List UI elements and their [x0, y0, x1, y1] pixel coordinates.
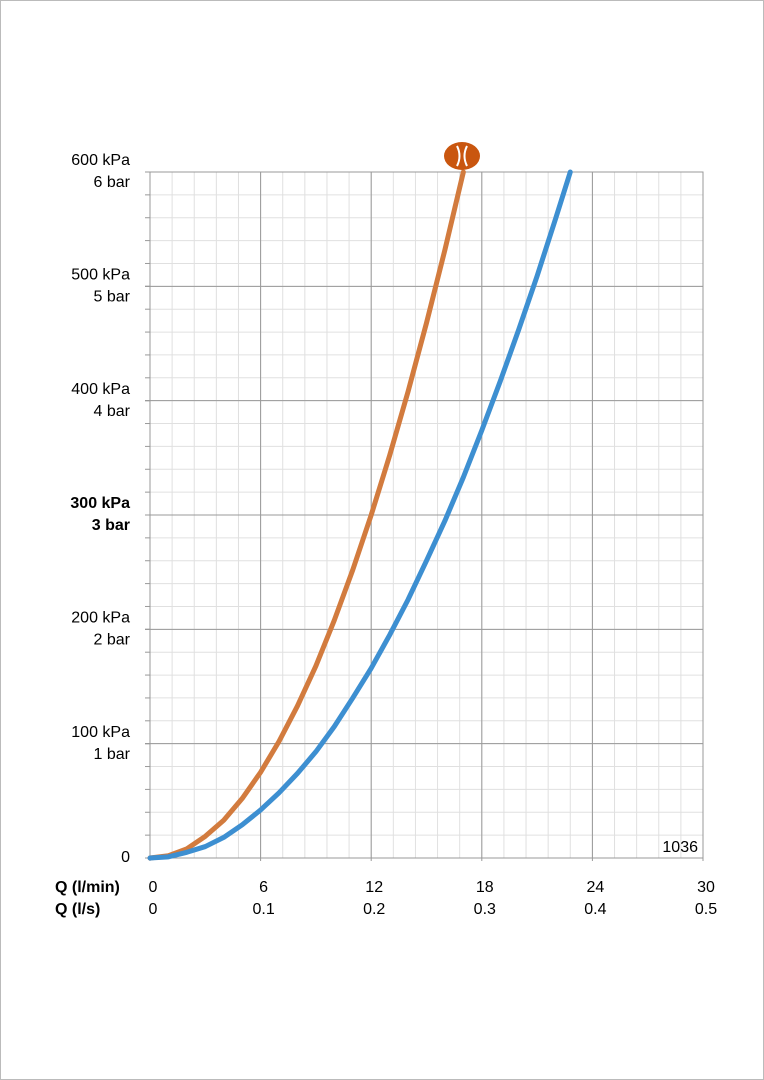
curves — [147, 169, 573, 861]
y-tick-label: 100 kPa — [71, 724, 130, 741]
x2-axis-label: Q (l/s) — [55, 901, 100, 918]
y2-tick-label: 3 bar — [92, 517, 130, 534]
y2-tick-label: 5 bar — [94, 289, 131, 306]
x2-tick-label: 0.2 — [363, 901, 385, 918]
y-tick-label: 500 kPa — [71, 267, 130, 284]
x-tick-label: 0 — [149, 879, 158, 896]
flow-curve — [147, 169, 573, 861]
y2-tick-label: 6 bar — [94, 174, 131, 191]
y-tick-label: 200 kPa — [71, 610, 130, 627]
annotation: 1036 — [662, 839, 698, 856]
labels: 0 100 kPa 200 kPa 300 kPa 400 kPa 500 kPa 600 … — [55, 152, 717, 918]
y2-tick-label: 1 bar — [94, 746, 131, 763]
x2-tick-label: 0.3 — [474, 901, 496, 918]
flow-curve — [147, 169, 466, 861]
x-tick-label: 18 — [476, 879, 494, 896]
x2-tick-label: 0.5 — [695, 901, 717, 918]
x-axis-label: Q (l/min) — [55, 879, 120, 896]
x2-tick-label: 0.4 — [584, 901, 606, 918]
x-tick-label: 6 — [259, 879, 268, 896]
x-tick-label: 30 — [697, 879, 715, 896]
y-tick-label: 400 kPa — [71, 381, 130, 398]
x-tick-label: 24 — [587, 879, 605, 896]
x-tick-label: 12 — [365, 879, 383, 896]
y-tick-label: 0 — [121, 849, 130, 866]
y2-tick-label: 4 bar — [94, 403, 131, 420]
y-tick-label: 600 kPa — [71, 152, 130, 169]
y2-tick-label: 2 bar — [94, 632, 131, 649]
plot-border — [149, 171, 704, 859]
x2-tick-label: 0.1 — [252, 901, 274, 918]
restrictor-icon — [444, 142, 480, 170]
y-tick-label: 300 kPa — [70, 495, 130, 512]
x2-tick-label: 0 — [149, 901, 158, 918]
